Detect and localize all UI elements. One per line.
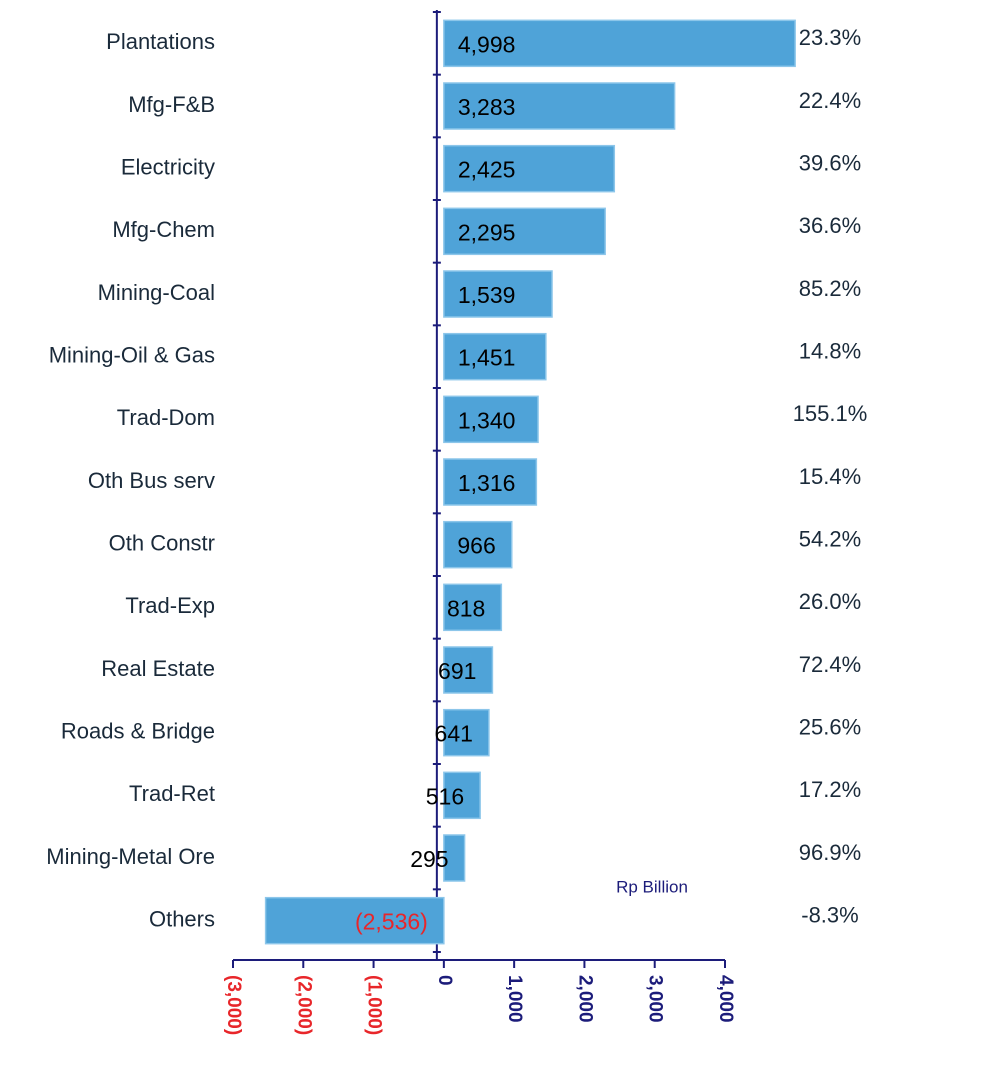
bar	[443, 19, 796, 68]
bar	[443, 270, 553, 318]
value-label: 1,539	[458, 282, 516, 308]
value-label: 2,425	[458, 157, 516, 183]
bar	[443, 207, 606, 256]
value-label: 295	[410, 846, 448, 872]
value-label: 4,998	[458, 31, 516, 57]
annotation: 36.6%	[799, 213, 861, 238]
category-label: Mining-Coal	[98, 280, 215, 305]
category-label: Mfg-F&B	[128, 92, 215, 117]
value-label: 1,316	[458, 470, 516, 496]
value-label: 2,295	[458, 219, 516, 245]
x-tick-label: (1,000)	[364, 975, 385, 1035]
bar	[443, 834, 466, 882]
category-label: Electricity	[121, 154, 215, 179]
annotation: 85.2%	[799, 276, 861, 301]
annotation: 17.2%	[799, 777, 861, 802]
x-tick-label: 2,000	[574, 975, 595, 1023]
bar	[443, 395, 539, 444]
bar	[443, 771, 481, 820]
bar	[264, 896, 445, 945]
bar	[443, 583, 503, 632]
value-label: 691	[438, 658, 476, 684]
annotation: 15.4%	[799, 464, 861, 489]
bar	[443, 520, 513, 569]
category-label: Trad-Exp	[125, 593, 215, 618]
value-label: 641	[435, 721, 473, 747]
bar	[443, 332, 547, 381]
bar	[443, 458, 538, 506]
bar	[443, 708, 490, 757]
annotation: 155.1%	[793, 401, 868, 426]
x-tick-label: 4,000	[715, 975, 736, 1023]
category-label: Plantations	[106, 29, 215, 54]
x-tick-label: 3,000	[645, 975, 666, 1023]
value-label: 966	[457, 533, 495, 559]
category-label: Oth Bus serv	[88, 468, 215, 493]
annotation: 26.0%	[799, 589, 861, 614]
category-label: Mfg-Chem	[112, 217, 215, 242]
category-label: Mining-Metal Ore	[46, 844, 215, 869]
value-label: 818	[447, 595, 485, 621]
category-label: Trad-Dom	[117, 405, 215, 430]
value-label: 1,451	[458, 345, 516, 371]
category-label: Roads & Bridge	[61, 718, 215, 743]
bar	[443, 646, 494, 694]
x-tick-label: 1,000	[504, 975, 525, 1023]
annotation: 14.8%	[799, 338, 861, 363]
bar	[443, 82, 676, 130]
annotation: 22.4%	[799, 88, 861, 113]
x-tick-label: (2,000)	[293, 975, 314, 1035]
annotation: 96.9%	[799, 840, 861, 865]
value-label: 516	[426, 783, 464, 809]
bar	[443, 144, 616, 193]
annotation: -8.3%	[801, 902, 858, 927]
annotation: 54.2%	[799, 526, 861, 551]
category-label: Trad-Ret	[129, 781, 215, 806]
x-tick-label: (3,000)	[223, 975, 244, 1035]
value-label: 3,283	[458, 94, 516, 120]
category-label: Real Estate	[101, 656, 215, 681]
category-label: Others	[149, 906, 215, 931]
annotation: 23.3%	[799, 25, 861, 50]
annotation: 72.4%	[799, 652, 861, 677]
category-label: Oth Constr	[109, 530, 215, 555]
x-axis-label: Rp Billion	[616, 877, 688, 896]
category-label: Mining-Oil & Gas	[49, 342, 215, 367]
annotation: 39.6%	[799, 150, 861, 175]
x-tick-label: 0	[434, 975, 455, 986]
value-label: (2,536)	[355, 909, 428, 935]
annotation: 25.6%	[799, 714, 861, 739]
value-label: 1,340	[458, 407, 516, 433]
